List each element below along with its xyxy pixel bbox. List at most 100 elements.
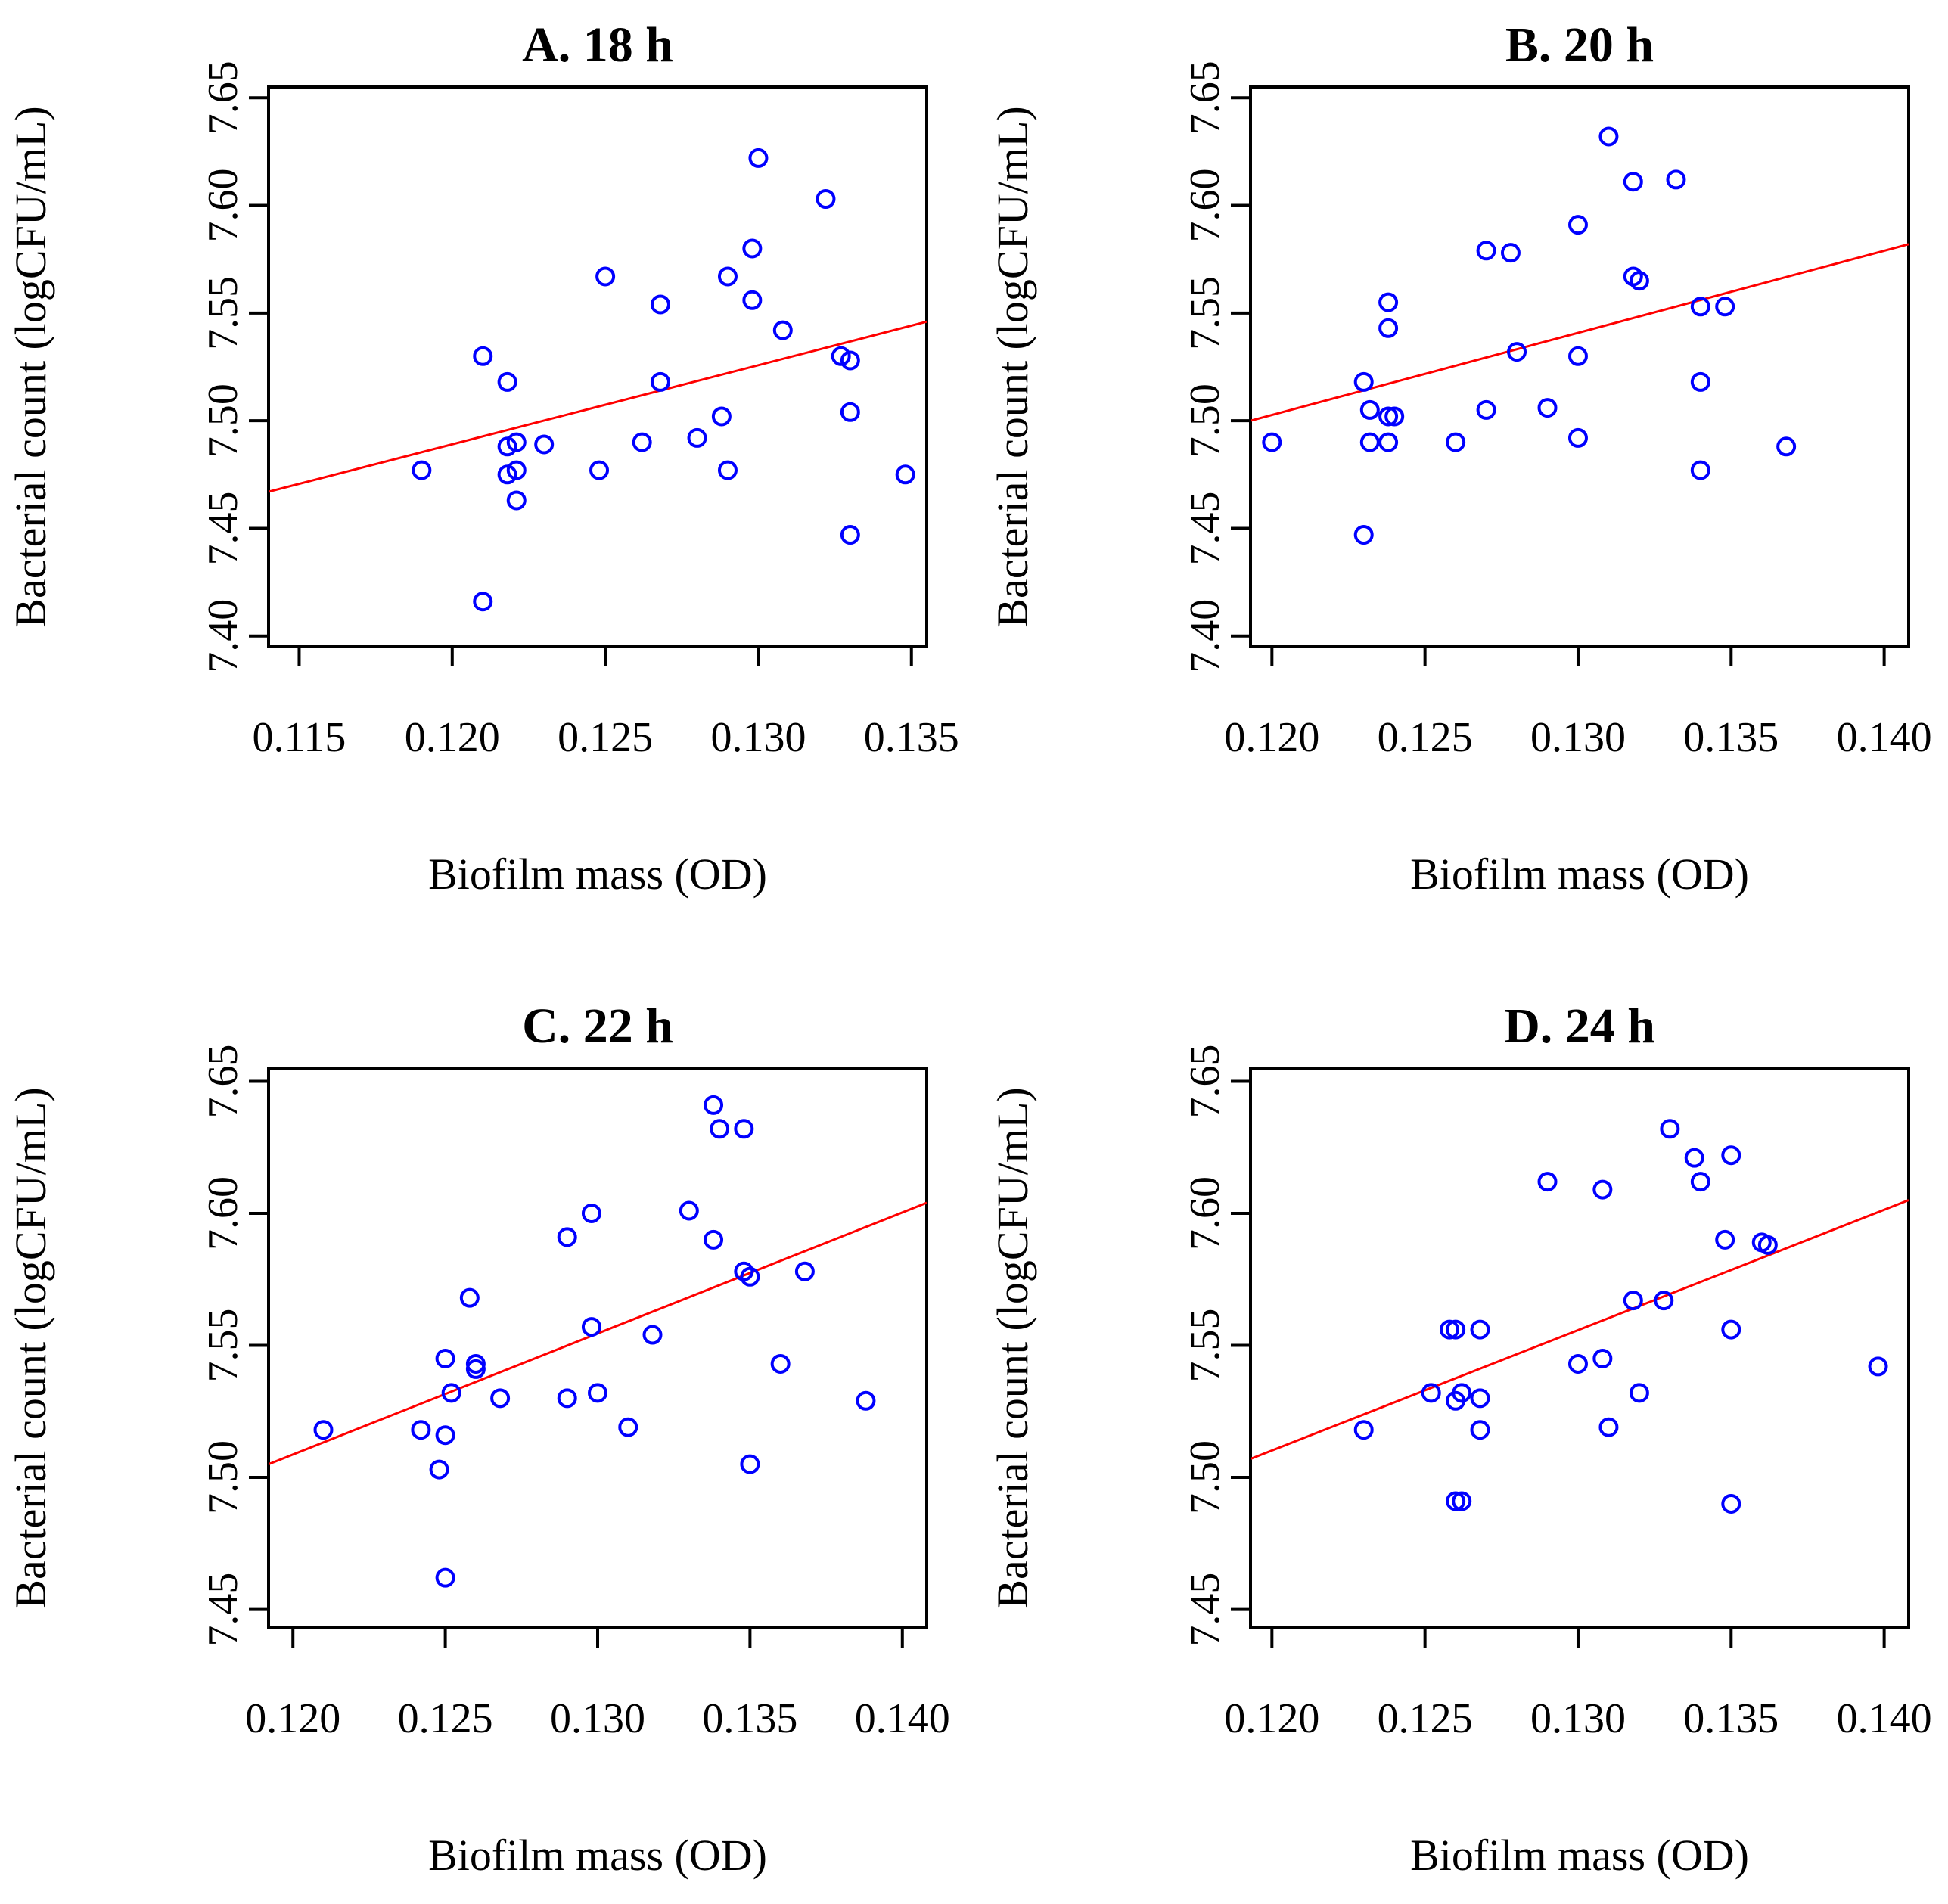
data-point bbox=[1378, 292, 1399, 312]
data-point bbox=[435, 1567, 455, 1588]
data-point bbox=[595, 266, 616, 287]
data-point bbox=[1690, 1172, 1710, 1192]
data-point bbox=[1598, 1417, 1619, 1437]
data-point bbox=[1378, 432, 1399, 452]
data-point bbox=[473, 592, 493, 612]
data-point bbox=[650, 294, 670, 315]
data-point bbox=[581, 1317, 601, 1337]
y-tick-label: 7.50 bbox=[1182, 1440, 1229, 1514]
x-tick-label: 0.130 bbox=[550, 1695, 645, 1742]
data-point bbox=[1378, 318, 1399, 338]
chart-panel-3: C. 22 h 7.45 7.50 7.55 7.60 7.65 0.120 0.125 0.1… bbox=[6, 999, 950, 1880]
data-point bbox=[1359, 432, 1380, 452]
plot-frame bbox=[267, 1067, 928, 1629]
y-tick-label: 7.65 bbox=[1182, 61, 1229, 135]
data-point bbox=[679, 1200, 699, 1221]
data-point bbox=[704, 1095, 724, 1115]
data-point bbox=[1452, 1383, 1472, 1403]
data-point bbox=[1623, 1291, 1643, 1311]
data-point bbox=[1684, 1148, 1704, 1168]
data-point bbox=[1353, 525, 1374, 545]
data-point bbox=[1470, 1420, 1490, 1440]
data-point bbox=[534, 434, 555, 455]
data-point bbox=[711, 406, 732, 427]
data-point bbox=[497, 464, 517, 485]
data-point bbox=[1721, 1145, 1741, 1166]
y-tick-label: 7.45 bbox=[200, 1573, 247, 1647]
y-axis-label: Bacterial count (logCFU/mL) bbox=[6, 1087, 55, 1608]
data-point bbox=[856, 1390, 876, 1411]
data-point bbox=[740, 1266, 760, 1287]
data-point bbox=[441, 1383, 461, 1403]
data-point bbox=[1592, 1179, 1613, 1200]
data-point bbox=[717, 460, 738, 480]
y-axis-label: Bacterial count (logCFU/mL) bbox=[988, 106, 1037, 627]
data-point bbox=[412, 460, 432, 480]
data-point bbox=[748, 148, 769, 168]
data-point bbox=[840, 350, 860, 371]
chart-panel-2: B. 20 h 7.40 7.45 7.50 7.55 7.60 7.65 0.120 0.12… bbox=[988, 17, 1932, 899]
x-tick-label: 0.125 bbox=[1378, 1695, 1473, 1742]
x-tick-label: 0.130 bbox=[710, 714, 806, 761]
data-point bbox=[742, 290, 763, 310]
data-point bbox=[1666, 169, 1686, 190]
regression-line bbox=[1251, 243, 1909, 422]
x-axis-label: Biofilm mass (OD) bbox=[1410, 850, 1749, 899]
y-tick-label: 7.60 bbox=[1182, 169, 1229, 243]
x-axis-label: Biofilm mass (OD) bbox=[428, 1831, 767, 1880]
y-tick-label: 7.45 bbox=[1182, 1573, 1229, 1647]
data-point bbox=[1715, 297, 1735, 317]
x-tick-label: 0.120 bbox=[1224, 714, 1319, 761]
data-point bbox=[642, 1325, 663, 1345]
data-point bbox=[618, 1417, 638, 1437]
data-point bbox=[1507, 342, 1527, 362]
x-tick-label: 0.125 bbox=[1378, 714, 1473, 761]
data-point bbox=[1721, 1319, 1741, 1340]
data-point bbox=[734, 1261, 754, 1281]
data-point bbox=[687, 427, 707, 448]
data-point bbox=[1690, 297, 1710, 317]
y-tick-label: 7.55 bbox=[1182, 1309, 1229, 1383]
data-point bbox=[435, 1348, 455, 1368]
x-tick-label: 0.135 bbox=[1683, 1695, 1779, 1742]
y-tick-label: 7.50 bbox=[1182, 384, 1229, 458]
data-point bbox=[1690, 371, 1710, 392]
y-tick-label: 7.65 bbox=[1182, 1044, 1229, 1118]
data-point bbox=[734, 1119, 754, 1139]
x-tick-label: 0.140 bbox=[1837, 714, 1932, 761]
data-point bbox=[1384, 406, 1405, 427]
data-point bbox=[1567, 1353, 1588, 1374]
data-point bbox=[465, 1353, 486, 1374]
data-point bbox=[588, 1383, 607, 1403]
y-tick-label: 7.60 bbox=[200, 1176, 247, 1250]
data-point bbox=[895, 464, 915, 485]
y-tick-label: 7.60 bbox=[200, 169, 247, 243]
data-point bbox=[831, 346, 851, 366]
data-point bbox=[497, 436, 517, 457]
data-point bbox=[313, 1420, 334, 1440]
data-point bbox=[1757, 1235, 1778, 1255]
x-tick-label: 0.135 bbox=[702, 1695, 797, 1742]
data-point bbox=[1592, 1348, 1613, 1368]
x-tick-label: 0.135 bbox=[1683, 714, 1779, 761]
data-point bbox=[1629, 1383, 1649, 1403]
regression-line bbox=[269, 320, 927, 493]
x-tick-label: 0.125 bbox=[398, 1695, 493, 1742]
data-point bbox=[435, 1425, 455, 1446]
x-tick-label: 0.125 bbox=[558, 714, 653, 761]
chart-panel-1: A. 18 h 7.40 7.45 7.50 7.55 7.60 7.65 0.115 0.12… bbox=[6, 17, 959, 899]
data-point bbox=[490, 1388, 511, 1409]
data-point bbox=[1690, 460, 1710, 480]
y-axis-label: Bacterial count (logCFU/mL) bbox=[6, 106, 55, 627]
data-point bbox=[473, 346, 493, 366]
x-tick-label: 0.120 bbox=[405, 714, 500, 761]
y-tick-label: 7.45 bbox=[1182, 491, 1229, 565]
data-point bbox=[1567, 346, 1588, 366]
y-tick-label: 7.55 bbox=[1182, 276, 1229, 350]
y-axis-label: Bacterial count (logCFU/mL) bbox=[988, 1087, 1037, 1608]
y-tick-label: 7.65 bbox=[200, 1044, 247, 1118]
chart-title: A. 18 h bbox=[522, 17, 673, 73]
data-point bbox=[557, 1388, 577, 1409]
data-point bbox=[1470, 1388, 1490, 1409]
x-tick-label: 0.130 bbox=[1530, 1695, 1626, 1742]
